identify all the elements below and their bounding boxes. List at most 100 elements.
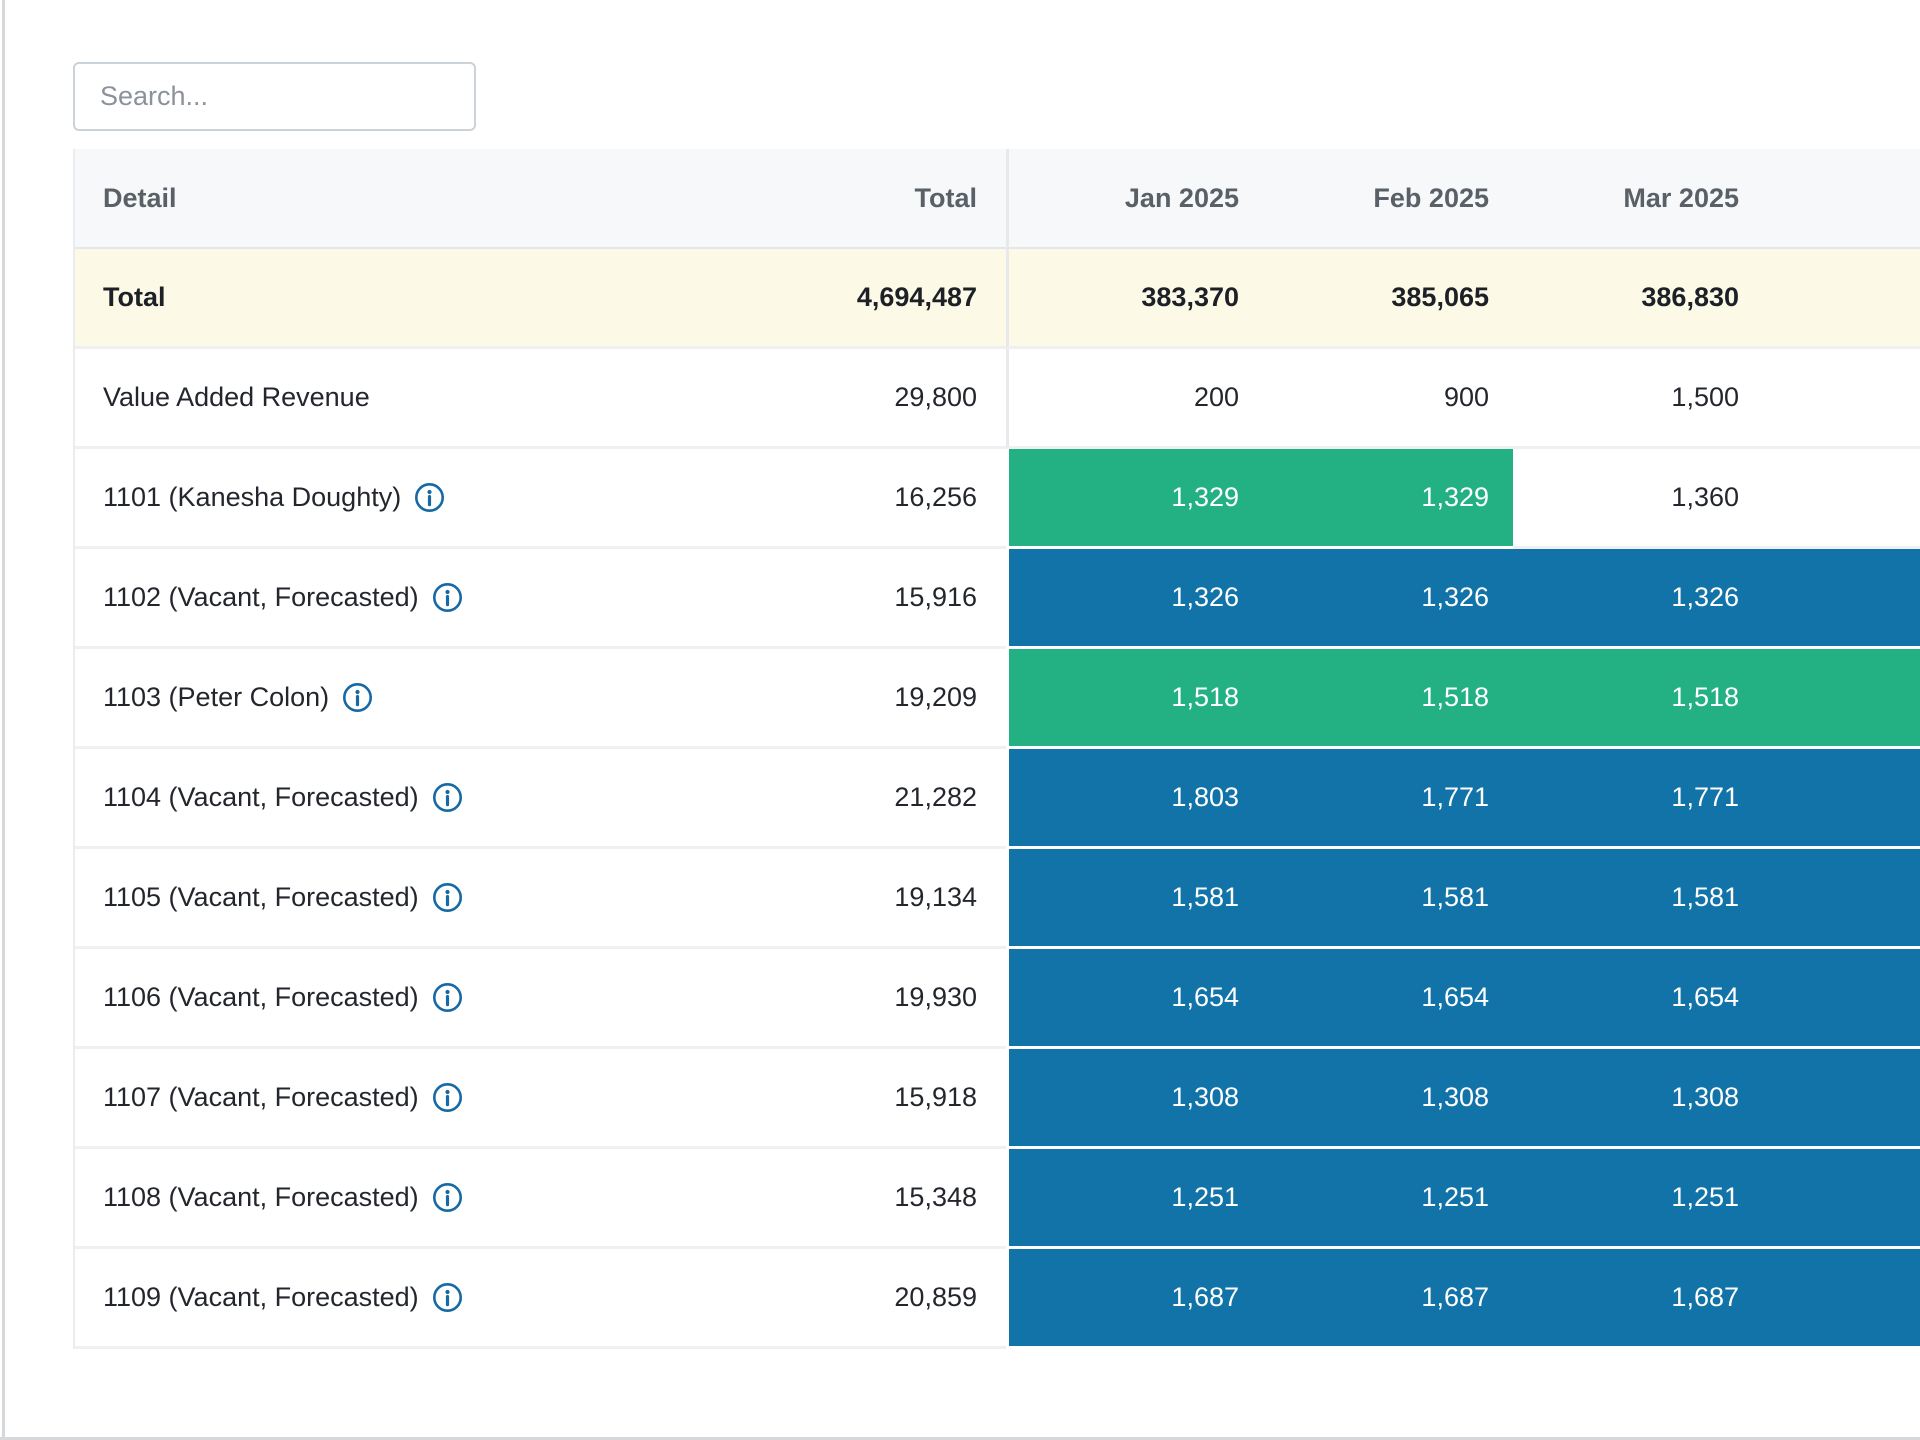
row-mar-cell: 1,308 bbox=[1513, 1049, 1763, 1149]
row-overflow-cell bbox=[1763, 649, 1920, 749]
row-total-cell: 19,209 bbox=[558, 649, 1006, 749]
info-icon[interactable] bbox=[342, 682, 373, 713]
row-mar-cell: 1,251 bbox=[1513, 1149, 1763, 1249]
row-mar-cell: 1,581 bbox=[1513, 849, 1763, 949]
info-icon[interactable] bbox=[432, 882, 463, 913]
row-overflow-cell bbox=[1763, 949, 1920, 1049]
info-icon[interactable] bbox=[432, 1082, 463, 1113]
total-row-jan-value: 383,370 bbox=[1006, 249, 1263, 349]
column-header-jan-2025: Jan 2025 bbox=[1006, 149, 1263, 249]
total-row-label: Total bbox=[75, 249, 558, 349]
row-jan-cell: 1,518 bbox=[1006, 649, 1263, 749]
row-feb-cell: 1,326 bbox=[1263, 549, 1513, 649]
table-row: 1103 (Peter Colon) 19,209 1,518 1,518 1,… bbox=[75, 649, 1920, 749]
row-overflow-cell bbox=[1763, 449, 1920, 549]
row-mar-cell: 1,500 bbox=[1513, 349, 1763, 449]
column-header-feb-2025: Feb 2025 bbox=[1263, 149, 1513, 249]
table-row: 1108 (Vacant, Forecasted) 15,348 1,251 1… bbox=[75, 1149, 1920, 1249]
table-row: 1107 (Vacant, Forecasted) 15,918 1,308 1… bbox=[75, 1049, 1920, 1149]
table-row: 1104 (Vacant, Forecasted) 21,282 1,803 1… bbox=[75, 749, 1920, 849]
row-total-cell: 29,800 bbox=[558, 349, 1006, 449]
row-label: Value Added Revenue bbox=[103, 382, 370, 413]
row-detail-cell: 1102 (Vacant, Forecasted) bbox=[75, 549, 558, 649]
search-input[interactable] bbox=[73, 62, 476, 131]
row-label: 1106 (Vacant, Forecasted) bbox=[103, 982, 419, 1013]
row-label: 1102 (Vacant, Forecasted) bbox=[103, 582, 419, 613]
info-icon[interactable] bbox=[432, 982, 463, 1013]
row-jan-cell: 1,803 bbox=[1006, 749, 1263, 849]
info-icon[interactable] bbox=[432, 782, 463, 813]
total-row-mar-value: 386,830 bbox=[1513, 249, 1763, 349]
total-row: Total 4,694,487 383,370 385,065 386,830 bbox=[75, 249, 1920, 349]
row-detail-cell: 1101 (Kanesha Doughty) bbox=[75, 449, 558, 549]
row-mar-cell: 1,518 bbox=[1513, 649, 1763, 749]
page-left-border bbox=[2, 0, 5, 1440]
row-jan-cell: 1,308 bbox=[1006, 1049, 1263, 1149]
row-mar-cell: 1,360 bbox=[1513, 449, 1763, 549]
row-detail-cell: 1108 (Vacant, Forecasted) bbox=[75, 1149, 558, 1249]
row-overflow-cell bbox=[1763, 549, 1920, 649]
row-total-cell: 15,916 bbox=[558, 549, 1006, 649]
row-overflow-cell bbox=[1763, 1049, 1920, 1149]
row-total-cell: 16,256 bbox=[558, 449, 1006, 549]
row-jan-cell: 1,687 bbox=[1006, 1249, 1263, 1349]
total-row-grand-total: 4,694,487 bbox=[558, 249, 1006, 349]
table-row: 1105 (Vacant, Forecasted) 19,134 1,581 1… bbox=[75, 849, 1920, 949]
row-total-cell: 15,348 bbox=[558, 1149, 1006, 1249]
table-row: Value Added Revenue 29,800 200 900 1,500 bbox=[75, 349, 1920, 449]
row-overflow-cell bbox=[1763, 1149, 1920, 1249]
row-mar-cell: 1,687 bbox=[1513, 1249, 1763, 1349]
column-header-mar-2025: Mar 2025 bbox=[1513, 149, 1763, 249]
row-detail-cell: 1106 (Vacant, Forecasted) bbox=[75, 949, 558, 1049]
row-label: 1103 (Peter Colon) bbox=[103, 682, 329, 713]
row-detail-cell: 1104 (Vacant, Forecasted) bbox=[75, 749, 558, 849]
row-overflow-cell bbox=[1763, 349, 1920, 449]
row-mar-cell: 1,326 bbox=[1513, 549, 1763, 649]
table-row: 1101 (Kanesha Doughty) 16,256 1,329 1,32… bbox=[75, 449, 1920, 549]
row-label: 1104 (Vacant, Forecasted) bbox=[103, 782, 419, 813]
row-total-cell: 19,134 bbox=[558, 849, 1006, 949]
row-feb-cell: 1,308 bbox=[1263, 1049, 1513, 1149]
row-feb-cell: 1,771 bbox=[1263, 749, 1513, 849]
header-row: Detail Total Jan 2025 Feb 2025 Mar 2025 bbox=[75, 149, 1920, 249]
total-row-overflow-cell bbox=[1763, 249, 1920, 349]
row-jan-cell: 1,329 bbox=[1006, 449, 1263, 549]
row-total-cell: 19,930 bbox=[558, 949, 1006, 1049]
column-header-overflow bbox=[1763, 149, 1920, 249]
row-jan-cell: 1,326 bbox=[1006, 549, 1263, 649]
table-row: 1106 (Vacant, Forecasted) 19,930 1,654 1… bbox=[75, 949, 1920, 1049]
info-icon[interactable] bbox=[432, 1282, 463, 1313]
row-feb-cell: 900 bbox=[1263, 349, 1513, 449]
row-total-cell: 21,282 bbox=[558, 749, 1006, 849]
row-detail-cell: Value Added Revenue bbox=[75, 349, 558, 449]
row-jan-cell: 1,654 bbox=[1006, 949, 1263, 1049]
row-label: 1105 (Vacant, Forecasted) bbox=[103, 882, 419, 913]
row-detail-cell: 1105 (Vacant, Forecasted) bbox=[75, 849, 558, 949]
row-feb-cell: 1,329 bbox=[1263, 449, 1513, 549]
row-total-cell: 15,918 bbox=[558, 1049, 1006, 1149]
row-label: 1109 (Vacant, Forecasted) bbox=[103, 1282, 419, 1313]
row-jan-cell: 1,581 bbox=[1006, 849, 1263, 949]
row-total-cell: 20,859 bbox=[558, 1249, 1006, 1349]
info-icon[interactable] bbox=[414, 482, 445, 513]
row-feb-cell: 1,687 bbox=[1263, 1249, 1513, 1349]
info-icon[interactable] bbox=[432, 1182, 463, 1213]
column-header-detail: Detail bbox=[75, 149, 558, 249]
row-label: 1101 (Kanesha Doughty) bbox=[103, 482, 401, 513]
row-overflow-cell bbox=[1763, 749, 1920, 849]
info-icon[interactable] bbox=[432, 582, 463, 613]
row-overflow-cell bbox=[1763, 1249, 1920, 1349]
total-row-feb-value: 385,065 bbox=[1263, 249, 1513, 349]
row-detail-cell: 1107 (Vacant, Forecasted) bbox=[75, 1049, 558, 1149]
row-label: 1107 (Vacant, Forecasted) bbox=[103, 1082, 419, 1113]
rent-roll-table: Detail Total Jan 2025 Feb 2025 Mar 2025 … bbox=[73, 149, 1920, 1349]
row-feb-cell: 1,581 bbox=[1263, 849, 1513, 949]
row-feb-cell: 1,518 bbox=[1263, 649, 1513, 749]
row-overflow-cell bbox=[1763, 849, 1920, 949]
row-detail-cell: 1103 (Peter Colon) bbox=[75, 649, 558, 749]
row-jan-cell: 1,251 bbox=[1006, 1149, 1263, 1249]
table-row: 1102 (Vacant, Forecasted) 15,916 1,326 1… bbox=[75, 549, 1920, 649]
row-mar-cell: 1,654 bbox=[1513, 949, 1763, 1049]
row-detail-cell: 1109 (Vacant, Forecasted) bbox=[75, 1249, 558, 1349]
column-header-total: Total bbox=[558, 149, 1006, 249]
